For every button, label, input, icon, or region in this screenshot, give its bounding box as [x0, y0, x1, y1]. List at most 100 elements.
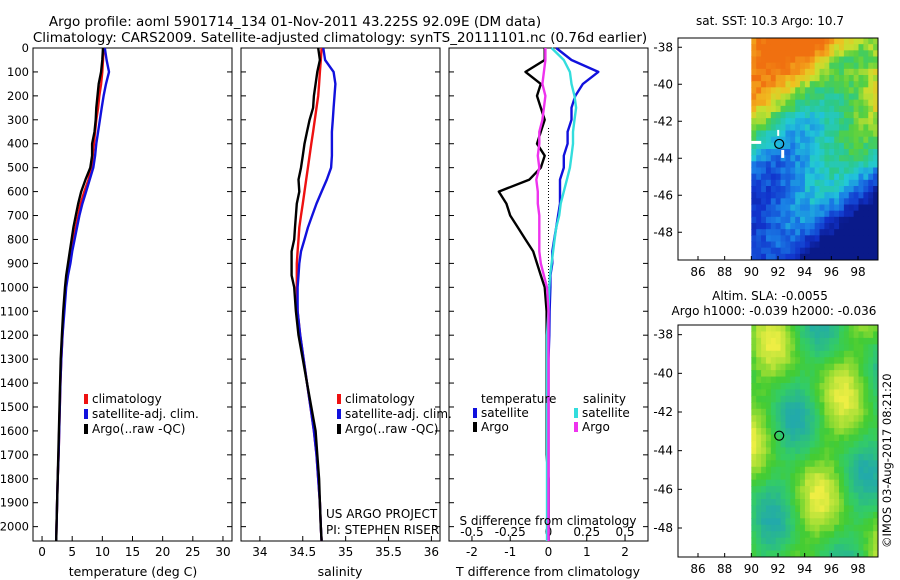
map-cell: [814, 229, 821, 236]
map-cell: [785, 173, 791, 181]
map-cell: [780, 235, 787, 243]
map-cell: [814, 124, 821, 132]
map-cell: [765, 235, 772, 243]
map-cell: [873, 511, 878, 519]
map-cell: [785, 204, 791, 212]
map-cell: [809, 550, 816, 557]
map-cell: [770, 62, 777, 70]
map-cell: [834, 216, 840, 224]
map-cell: [829, 229, 835, 236]
map-cell: [814, 395, 821, 403]
map-cell: [770, 383, 777, 391]
map-cell: [804, 62, 811, 70]
map-cell: [858, 167, 864, 175]
map-cell: [751, 447, 757, 455]
map-cell: [829, 357, 835, 365]
map-cell: [824, 447, 830, 455]
map-cell: [834, 93, 840, 101]
map-cell: [809, 415, 816, 423]
map-cell: [780, 402, 787, 410]
map-cell: [829, 68, 835, 76]
map-cell: [834, 124, 840, 132]
map-cell: [858, 479, 864, 487]
map-cell: [858, 331, 864, 339]
map-cell: [770, 229, 777, 236]
map-cell: [824, 344, 830, 352]
map-cell: [770, 161, 777, 169]
map-cell: [858, 44, 864, 51]
map-cell: [858, 505, 864, 513]
map-cell: [873, 402, 878, 410]
map-cell: [858, 453, 864, 461]
legend-swatch-climatology: [84, 394, 88, 404]
map-cell: [824, 155, 830, 162]
map-cell: [824, 492, 830, 500]
map-cell: [814, 93, 821, 101]
map-cell: [858, 136, 864, 144]
map-cell: [863, 204, 869, 212]
map-cell: [761, 408, 767, 416]
map-cell: [780, 253, 787, 260]
map-cell: [761, 331, 767, 339]
map-cell: [795, 434, 801, 442]
map-cell: [804, 173, 811, 181]
map-cell: [809, 198, 816, 206]
map-cell: [829, 204, 835, 212]
map-cell: [834, 505, 840, 513]
map-cell: [751, 511, 757, 519]
map-cell: [795, 136, 801, 144]
series-line-satellite-adj-clim: [296, 47, 337, 542]
map-cell: [775, 337, 782, 345]
map-cell: [853, 473, 860, 481]
map-cell: [829, 124, 835, 132]
y-tick-label: 900: [7, 256, 29, 270]
y-tick-label: 1500: [0, 400, 29, 414]
map-cell: [804, 155, 811, 162]
map-cell: [780, 179, 787, 187]
map-cell: [804, 383, 811, 391]
map-cell: [848, 50, 855, 58]
map-cell: [790, 223, 796, 230]
map-cell: [863, 531, 869, 539]
map-cell: [790, 235, 796, 243]
map-cell: [790, 370, 796, 378]
map-cell: [848, 87, 855, 95]
map-cell: [751, 192, 757, 199]
map-cell: [785, 492, 791, 500]
map-cell: [853, 81, 860, 88]
map-cell: [780, 479, 787, 487]
map-cell: [873, 149, 878, 156]
map-cell: [868, 331, 874, 339]
map-cell: [829, 130, 835, 138]
map-cell: [839, 550, 845, 557]
map-cell: [824, 247, 830, 255]
map-cell: [848, 466, 855, 474]
map-cell: [843, 531, 850, 539]
map-cell: [873, 370, 878, 378]
map-cell: [751, 247, 757, 255]
map-cell: [795, 486, 801, 494]
map-cell: [873, 486, 878, 494]
map-cell: [858, 253, 864, 260]
map-cell: [848, 370, 855, 378]
map-cell: [868, 325, 874, 333]
map-cell: [858, 161, 864, 169]
map-cell: [770, 492, 777, 500]
map-cell: [814, 149, 821, 156]
map-cell: [819, 408, 826, 416]
map-cell: [790, 331, 796, 339]
map-cell: [751, 524, 757, 532]
map-cell: [824, 130, 830, 138]
map-cell: [751, 518, 757, 526]
map-cell: [843, 105, 850, 113]
map-cell: [843, 229, 850, 236]
map-cell: [858, 179, 864, 187]
map-cell: [829, 99, 835, 107]
map-cell: [761, 167, 767, 175]
legend-swatch-satellite-adj: [84, 409, 88, 419]
map-cell: [780, 537, 787, 545]
map-cell: [829, 389, 835, 397]
map-cell: [790, 389, 796, 397]
map-cell: [829, 337, 835, 345]
map-cell: [751, 112, 757, 119]
